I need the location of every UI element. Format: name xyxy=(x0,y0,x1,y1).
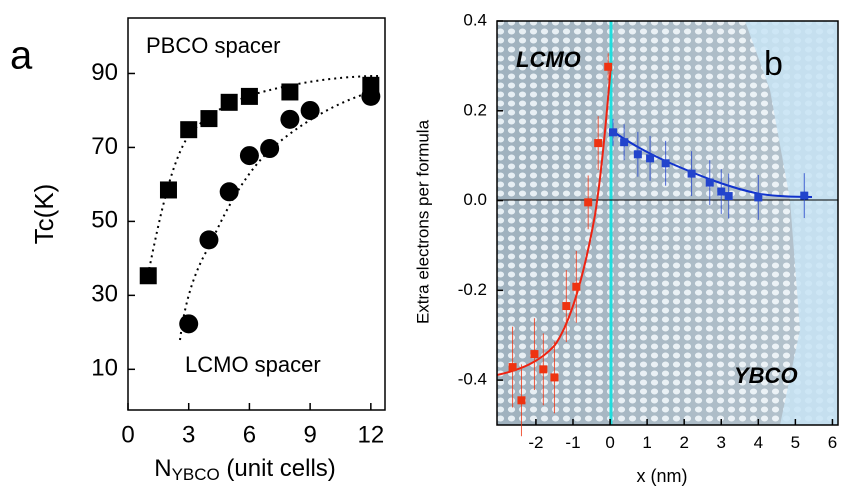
x-tick-label: 1 xyxy=(642,433,651,452)
data-point xyxy=(139,267,157,285)
data-point xyxy=(609,128,618,137)
data-point xyxy=(550,373,559,382)
series-label: LCMO xyxy=(516,47,581,72)
data-point xyxy=(594,139,603,148)
x-label-rest: (unit cells) xyxy=(220,455,336,482)
data-point xyxy=(724,192,733,201)
x-tick-label: 4 xyxy=(754,433,763,452)
series-label: LCMO spacer xyxy=(185,352,321,377)
x-tick-label: -1 xyxy=(565,433,580,452)
x-tick-label: 0 xyxy=(121,422,134,449)
x-label-main: N xyxy=(154,455,171,482)
data-point xyxy=(800,191,809,200)
data-point xyxy=(539,365,548,374)
data-point xyxy=(280,109,300,129)
series-label: YBCO xyxy=(734,363,798,388)
y-axis-label: Extra electrons per formula xyxy=(413,119,432,324)
y-tick-label: 90 xyxy=(91,59,118,86)
y-tick-label: -0.2 xyxy=(458,280,487,299)
x-axis-label: x (nm) xyxy=(637,466,688,486)
x-tick-label: 6 xyxy=(243,422,256,449)
fit-curve xyxy=(496,64,612,376)
x-tick-label: 0 xyxy=(605,433,614,452)
data-point xyxy=(530,350,539,359)
data-point xyxy=(717,187,726,196)
fit-curve xyxy=(147,75,379,276)
data-point xyxy=(159,181,177,199)
y-tick-label: 30 xyxy=(91,281,118,308)
plot-frame xyxy=(496,20,839,426)
x-label-sub: YBCO xyxy=(172,465,220,484)
data-point xyxy=(240,87,258,105)
panel-label: b xyxy=(764,45,783,83)
x-tick-label: 6 xyxy=(828,433,837,452)
y-axis-label: Tc(K) xyxy=(29,184,59,245)
fit-curve xyxy=(179,89,379,341)
y-tick-label: 0.2 xyxy=(463,100,487,119)
x-tick-label: 3 xyxy=(717,433,726,452)
data-point xyxy=(300,100,320,120)
data-point xyxy=(754,193,763,202)
data-point xyxy=(361,86,381,106)
data-point xyxy=(572,282,581,291)
data-point xyxy=(281,83,299,101)
data-point xyxy=(562,302,571,311)
x-tick-label: 12 xyxy=(357,422,384,449)
data-point xyxy=(508,363,517,372)
y-tick-label: -0.4 xyxy=(458,370,487,389)
data-point xyxy=(220,93,238,111)
x-axis-label: NYBCO (unit cells) xyxy=(154,455,336,484)
y-tick-label: 50 xyxy=(91,207,118,234)
data-point xyxy=(705,178,714,187)
data-point xyxy=(179,314,199,334)
y-tick-label: 0.0 xyxy=(463,190,487,209)
panel-label: a xyxy=(10,34,33,78)
plot-frame xyxy=(127,17,386,411)
data-point xyxy=(199,230,219,250)
data-point xyxy=(687,169,696,178)
series-label: PBCO spacer xyxy=(146,33,281,58)
data-point xyxy=(200,110,218,128)
data-point xyxy=(604,62,613,71)
y-tick-label: 70 xyxy=(91,133,118,160)
data-point xyxy=(633,150,642,159)
y-tick-label: 10 xyxy=(91,355,118,382)
data-point xyxy=(646,154,655,163)
data-point xyxy=(661,159,670,168)
data-point xyxy=(219,182,239,202)
x-tick-label: 3 xyxy=(182,422,195,449)
data-point xyxy=(620,138,629,147)
data-point xyxy=(517,396,526,405)
image-region xyxy=(745,21,838,425)
data-point xyxy=(584,198,593,207)
x-tick-label: 9 xyxy=(303,422,316,449)
x-tick-label: -2 xyxy=(528,433,543,452)
y-tick-label: 0.4 xyxy=(463,10,487,29)
x-tick-label: 2 xyxy=(679,433,688,452)
data-point xyxy=(180,121,198,139)
data-point xyxy=(260,139,280,159)
data-point xyxy=(239,146,259,166)
x-tick-label: 5 xyxy=(791,433,800,452)
